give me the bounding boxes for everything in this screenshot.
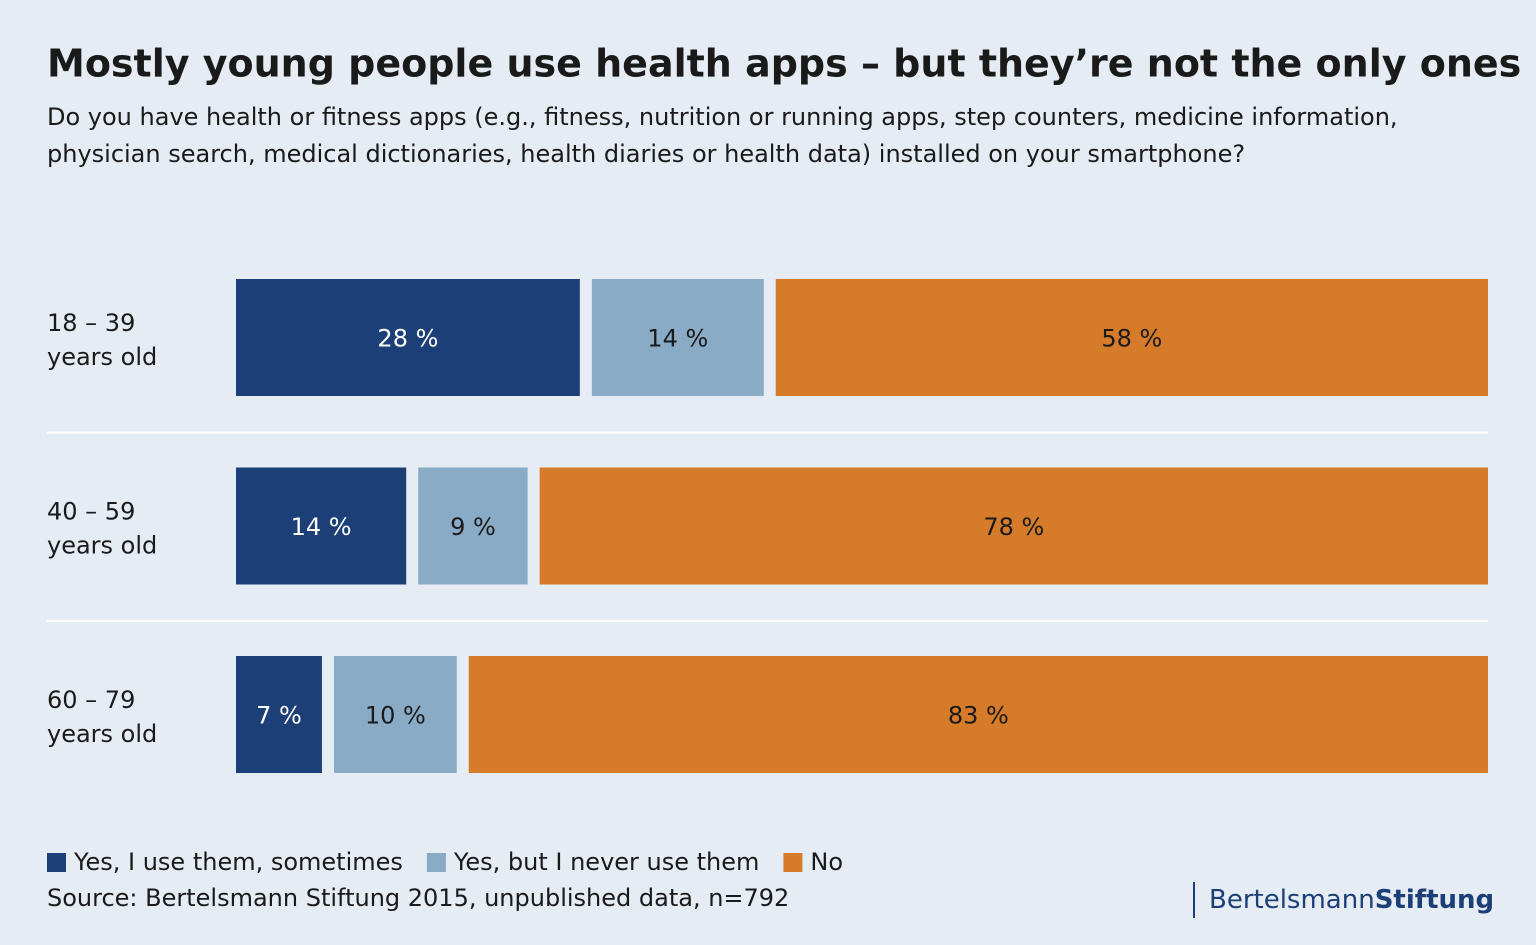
value-label: 58 % — [1101, 325, 1162, 353]
value-label: 9 % — [450, 513, 496, 541]
logo-part: Stiftung — [1375, 885, 1494, 915]
category-label: 40 – 59 — [47, 498, 135, 526]
category-label: 60 – 79 — [47, 686, 135, 714]
category-label: years old — [47, 720, 157, 748]
legend-label: No — [810, 848, 843, 876]
value-label: 28 % — [377, 325, 438, 353]
logo-part: Bertelsmann — [1209, 885, 1375, 915]
value-label: 14 % — [291, 513, 352, 541]
value-label: 83 % — [948, 702, 1009, 730]
legend-label: Yes, but I never use them — [453, 848, 760, 876]
category-label: years old — [47, 532, 157, 560]
bar — [591, 279, 764, 396]
subtitle: Do you have health or fitness apps (e.g.… — [47, 103, 1398, 131]
bar — [333, 656, 457, 773]
category-label: 18 – 39 — [47, 309, 135, 337]
category-label: years old — [47, 343, 157, 371]
value-label: 14 % — [647, 325, 708, 353]
subtitle: physician search, medical dictionaries, … — [47, 140, 1245, 168]
logo: BertelsmannStiftung — [1209, 885, 1494, 915]
chart-title: Mostly young people use health apps – bu… — [47, 42, 1521, 86]
legend-swatch — [47, 853, 66, 872]
bar — [236, 467, 407, 585]
legend-label: Yes, I use them, sometimes — [73, 848, 403, 876]
source: Source: Bertelsmann Stiftung 2015, unpub… — [47, 884, 789, 912]
bar — [418, 467, 528, 585]
value-label: 10 % — [365, 702, 426, 730]
legend-swatch — [783, 853, 803, 872]
value-label: 7 % — [256, 702, 302, 730]
bar — [236, 279, 580, 396]
bar — [775, 279, 1488, 396]
legend-swatch — [426, 853, 446, 872]
bar — [236, 656, 322, 773]
bar — [468, 656, 1488, 773]
value-label: 78 % — [983, 513, 1044, 541]
bar — [539, 467, 1488, 585]
